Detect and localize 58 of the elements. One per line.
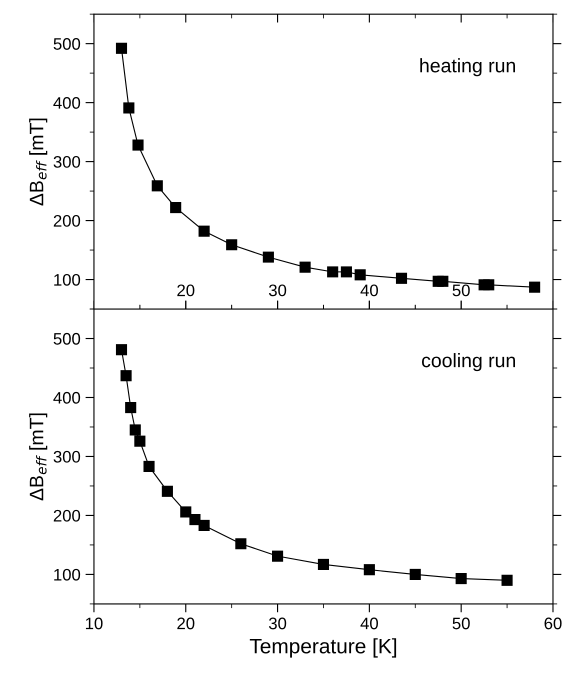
point — [456, 572, 467, 584]
x-axis-title: Temperature [K] — [250, 638, 396, 658]
y-tick-label: 200 — [54, 510, 80, 522]
x-tick-label: 10 — [86, 618, 103, 630]
point — [198, 520, 210, 532]
x-tick-label: 20 — [177, 618, 194, 630]
y-axis-title: ΔB$_{eff}$ [mT] — [29, 413, 48, 500]
point — [152, 180, 163, 192]
y-axis-title: ΔB$_{eff}$ [mT] — [29, 118, 48, 206]
point — [364, 564, 375, 576]
y-tick-label: 500 — [54, 38, 80, 50]
point — [123, 102, 134, 114]
point — [340, 266, 352, 278]
y-tick-label: 500 — [54, 332, 80, 345]
point — [327, 266, 338, 278]
point — [170, 202, 182, 214]
annotation: cooling run — [422, 353, 516, 372]
y-tick-label: 400 — [53, 97, 80, 109]
x-tick-label: 40 — [360, 618, 378, 630]
point — [116, 344, 128, 356]
point — [120, 370, 132, 382]
point — [162, 486, 173, 497]
y-tick-label: 300 — [54, 450, 80, 463]
point — [262, 252, 274, 263]
point — [198, 226, 210, 237]
y-tick-label: 100 — [54, 568, 80, 581]
point — [116, 42, 128, 54]
point — [125, 402, 136, 414]
point — [134, 436, 146, 447]
point — [189, 514, 200, 526]
point — [130, 424, 141, 436]
y-tick-label: 200 — [54, 214, 80, 227]
point — [529, 282, 540, 293]
y-tick-label: 400 — [53, 392, 80, 404]
point — [143, 460, 155, 472]
point — [437, 276, 448, 287]
point — [502, 574, 513, 586]
x-tick-label: 40 — [360, 284, 378, 296]
x-tick-label: 30 — [268, 284, 286, 296]
y-tick-label: 300 — [54, 156, 80, 168]
point — [226, 239, 238, 250]
x-tick-label: 50 — [452, 284, 470, 296]
point — [235, 538, 246, 550]
point — [300, 262, 311, 273]
point — [272, 550, 284, 562]
point — [180, 506, 192, 518]
point — [483, 279, 494, 290]
x-tick-label: 30 — [268, 618, 286, 630]
point — [354, 269, 366, 280]
point — [132, 140, 144, 151]
x-tick-label: 60 — [544, 618, 562, 630]
point — [396, 272, 408, 284]
annotation: heating run — [420, 58, 516, 76]
y-tick-label: 100 — [54, 274, 80, 286]
point — [318, 558, 330, 570]
x-tick-label: 20 — [177, 284, 194, 296]
x-tick-label: 50 — [452, 618, 470, 630]
point — [410, 568, 421, 580]
